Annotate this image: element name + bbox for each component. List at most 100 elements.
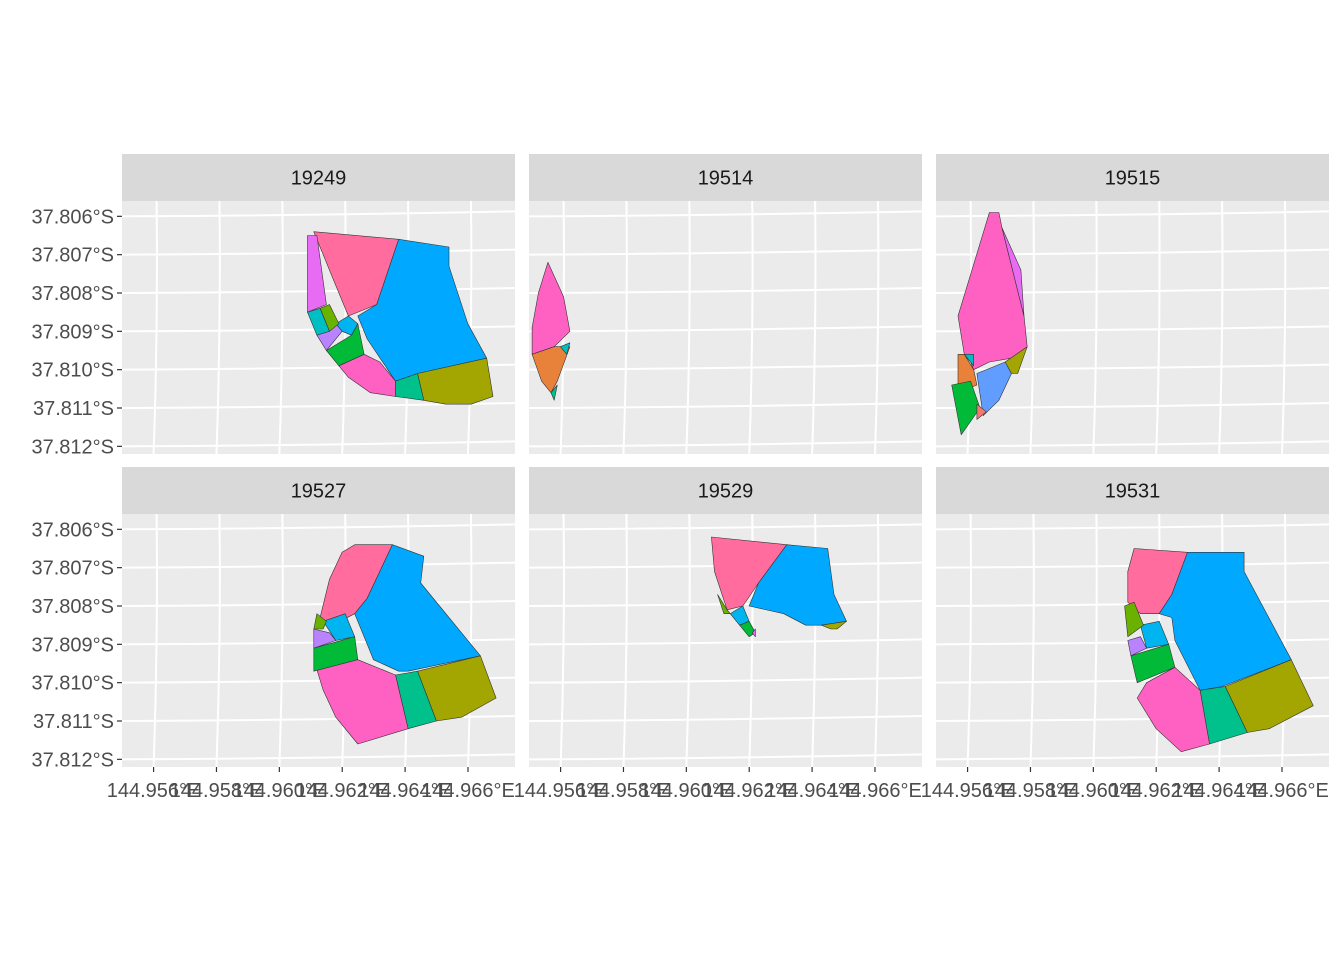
parallel-line: [936, 440, 1329, 448]
parallel-line: [529, 523, 922, 531]
facet-panel-19527: 19527 37.806°S 37.807°S 37.808°S 37.809°S 37.…: [31, 467, 515, 802]
parallel-line: [122, 210, 515, 218]
facet-strip: [122, 154, 515, 201]
meridian-line: [748, 201, 754, 454]
region-polygon: [963, 353, 975, 367]
meridian-line: [685, 201, 691, 454]
parallel-line: [529, 753, 922, 761]
meridian-line: [1029, 514, 1035, 767]
parallel-line: [936, 753, 1329, 761]
region-polygon: [1004, 346, 1028, 374]
y-tick-label: 37.812°S: [31, 749, 114, 771]
parallel-line: [122, 440, 515, 448]
facet-strip: [529, 154, 922, 201]
parallel-line: [122, 600, 515, 607]
region-polygon: [313, 231, 400, 317]
region-polygon: [1124, 601, 1144, 638]
region-polygon: [748, 544, 847, 626]
facet-panel-19514: 19514: [529, 154, 922, 454]
parallel-line: [529, 325, 922, 333]
meridian-line: [685, 514, 691, 767]
region-polygon: [307, 235, 327, 313]
facet-strip: [122, 467, 515, 514]
x-tick-label: 144.964°E: [358, 780, 452, 802]
meridian-line: [622, 514, 628, 767]
parallel-line: [122, 753, 515, 761]
parallel-line: [529, 363, 922, 371]
x-tick-label: 144.964°E: [1172, 780, 1266, 802]
parallel-line: [529, 638, 922, 646]
region-polygon: [313, 636, 359, 672]
x-tick-label: 144.960°E: [1047, 780, 1141, 802]
x-tick-label: 144.966°E: [1235, 780, 1329, 802]
meridian-line: [966, 514, 972, 767]
y-tick-label: 37.811°S: [33, 398, 114, 420]
meridian-line: [559, 514, 565, 767]
region-polygon: [313, 613, 327, 630]
region-polygon: [717, 594, 731, 615]
parallel-line: [529, 440, 922, 448]
y-tick-label: 37.806°S: [31, 206, 114, 228]
region-polygon: [313, 659, 409, 745]
meridian-line: [1092, 514, 1098, 767]
parallel-line: [529, 715, 922, 722]
y-tick-label: 37.809°S: [31, 321, 114, 343]
parallel-line: [529, 248, 922, 256]
facet-strip: [936, 154, 1329, 201]
region-polygon: [326, 323, 365, 367]
x-tick-label: 144.962°E: [295, 780, 389, 802]
y-tick-label: 37.806°S: [31, 519, 114, 541]
panel-plot-area: [122, 201, 515, 454]
meridian-line: [152, 514, 158, 767]
region-polygon: [1001, 227, 1025, 317]
region-polygon: [319, 304, 340, 332]
x-tick-label: 144.956°E: [921, 780, 1015, 802]
x-tick-label: 144.960°E: [233, 780, 327, 802]
meridian-line: [622, 201, 628, 454]
panel-plot-area: [936, 201, 1329, 454]
y-tick-label: 37.811°S: [33, 711, 114, 733]
facet-strip: [936, 467, 1329, 514]
x-tick-label: 144.962°E: [702, 780, 796, 802]
parallel-line: [529, 287, 922, 294]
x-tick-label: 144.966°E: [828, 780, 922, 802]
facet-strip-label: 19249: [291, 168, 347, 190]
region-polygon: [821, 620, 847, 630]
x-tick-label: 144.956°E: [107, 780, 201, 802]
panel-plot-area: [529, 201, 922, 454]
parallel-line: [529, 402, 922, 409]
meridian-line: [1092, 201, 1098, 454]
y-tick-label: 37.809°S: [31, 634, 114, 656]
meridian-line: [278, 514, 284, 767]
region-polygon: [354, 544, 481, 672]
region-polygon: [550, 384, 558, 401]
region-polygon: [322, 613, 356, 641]
parallel-line: [529, 676, 922, 684]
panel-plot-area: [936, 514, 1329, 767]
x-tick-label: 144.958°E: [577, 780, 671, 802]
y-tick-label: 37.812°S: [31, 436, 114, 458]
parallel-line: [936, 523, 1329, 531]
meridian-line: [278, 201, 284, 454]
x-tick-label: 144.964°E: [765, 780, 859, 802]
facet-strip: [529, 467, 922, 514]
x-tick-label: 144.962°E: [1109, 780, 1203, 802]
parallel-line: [122, 523, 515, 531]
x-tick-label: 144.956°E: [514, 780, 608, 802]
meridian-line: [152, 201, 158, 454]
region-polygon: [976, 403, 987, 420]
facet-panel-19249: 19249 37.806°S 37.807°S 37.808°S 37.809°S 37.…: [31, 154, 515, 458]
y-tick-label: 37.807°S: [31, 558, 114, 580]
facet-strip-label: 19527: [291, 481, 347, 503]
region-polygon: [1130, 643, 1176, 684]
meridian-line: [215, 201, 221, 454]
region-polygon: [751, 628, 756, 638]
panel-plot-area: [529, 514, 922, 767]
facet-strip-label: 19529: [698, 481, 754, 503]
meridian-line: [1155, 201, 1161, 454]
y-tick-label: 37.808°S: [31, 283, 114, 305]
region-polygon: [531, 346, 571, 394]
region-polygon: [338, 353, 396, 397]
meridian-line: [1029, 201, 1035, 454]
